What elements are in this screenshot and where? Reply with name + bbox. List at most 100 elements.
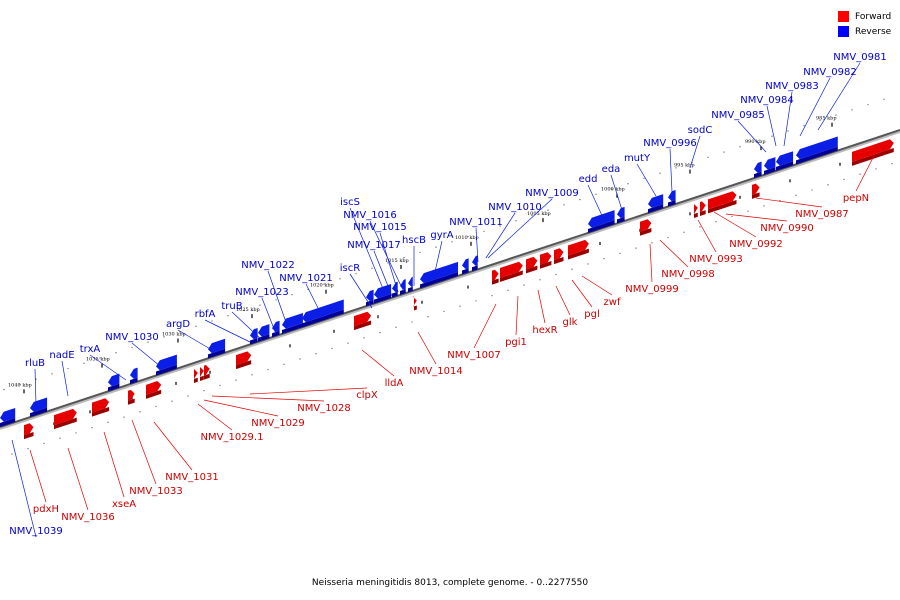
scale-dot [363, 337, 365, 339]
reverse-gene-label: NMV_1017 [347, 240, 400, 251]
reverse-gene-label: NMV_1016 [343, 210, 396, 221]
reverse-gene-label: NMV_1023 [235, 287, 288, 298]
gene-shadow [764, 167, 776, 175]
scale-dot [219, 384, 221, 387]
scale-dot [235, 379, 237, 381]
gene-shadow [400, 289, 406, 295]
scale-dot [99, 357, 101, 359]
scale-dot [507, 289, 509, 292]
forward-leader [725, 213, 788, 222]
reverse-leader [131, 342, 161, 367]
kbp-label: 1020 kbp [310, 283, 334, 289]
scale-dot [107, 421, 109, 424]
forward-gene-label: NMV_1033 [129, 486, 182, 497]
reverse-gene-label: NMV_0984 [740, 95, 793, 106]
scale-dot [299, 358, 301, 360]
gene-shadow [258, 334, 270, 342]
reverse-gene-label: nadE [49, 350, 74, 361]
kbp-label: 995 kbp [674, 163, 695, 169]
reverse-leader [261, 297, 277, 335]
forward-swatch [838, 11, 849, 22]
kbp-label: 1035 kbp [86, 357, 110, 363]
forward-leader [581, 275, 613, 296]
scale-dots [3, 98, 893, 455]
reverse-gene [420, 261, 458, 284]
axis-shadow [0, 131, 900, 430]
scale-dot [883, 98, 885, 100]
forward-leader [361, 349, 395, 377]
gene-shadow [414, 305, 417, 311]
reverse-leader [636, 163, 657, 197]
gene-shadow [130, 377, 138, 385]
forward-gene [24, 423, 34, 436]
scale-dot [427, 316, 429, 318]
reverse-gene [130, 367, 138, 379]
scale-dot [811, 189, 813, 191]
reverse-gene [648, 194, 664, 208]
forward-leader [697, 219, 717, 253]
reverse-gene-label: NMV_0981 [833, 52, 886, 63]
reverse-gene [588, 210, 615, 228]
forward-gene-label: pgl [584, 309, 599, 320]
label-leaders [11, 62, 879, 538]
gene-shadow [392, 291, 398, 298]
gene-shadow [194, 377, 198, 383]
gene-shadow [0, 417, 16, 427]
reverse-gene [0, 407, 16, 422]
forward-gene [194, 368, 198, 379]
forward-leader [203, 399, 279, 417]
reverse-gene-label: NMV_1021 [279, 273, 332, 284]
kbp-label: 990 kbp [745, 139, 766, 145]
scale-dot [195, 325, 197, 328]
gene-shadow [366, 299, 374, 307]
scale-dot [283, 363, 285, 365]
scale-dot [835, 114, 837, 116]
forward-leader [67, 447, 89, 511]
gene-shadow [146, 389, 162, 399]
reverse-gene [408, 276, 413, 288]
scale-dot [155, 405, 157, 408]
reverse-gene [754, 161, 762, 173]
forward-gene-label: hexR [532, 325, 557, 336]
forward-gene-label: NMV_1036 [61, 512, 114, 523]
gene-shadow [526, 265, 538, 274]
gene-shadow [752, 192, 760, 199]
scale-dot [595, 193, 597, 196]
reverse-gene [462, 258, 469, 270]
gene-shadow [156, 364, 177, 376]
scale-dot [187, 395, 189, 397]
forward-gene-label: NMV_1007 [447, 350, 500, 361]
reverse-leader [487, 198, 553, 259]
scale-dot [739, 146, 741, 148]
kbp-label: 985 kbp [816, 116, 837, 122]
scale-dot [3, 388, 5, 391]
scale-dot [555, 273, 557, 276]
forward-leader [649, 243, 653, 283]
scale-dot [667, 236, 669, 239]
scale-dot [819, 119, 821, 122]
gene-shadow [648, 204, 664, 214]
scale-dot [515, 220, 517, 222]
scale-dot [347, 342, 349, 344]
scale-dot [35, 378, 37, 380]
reverse-leader [610, 174, 623, 211]
scale-dot [395, 326, 397, 329]
forward-leader [713, 211, 757, 238]
scale-dot [683, 231, 685, 233]
reverse-leader [349, 273, 373, 309]
reverse-gene-label: edd [579, 174, 598, 185]
scale-dot [251, 374, 253, 376]
scale-dot [611, 188, 613, 190]
reverse-gene-label: NMV_1010 [488, 202, 541, 213]
scale-dot [635, 247, 637, 249]
forward-leader [515, 295, 519, 336]
gene-shadow [30, 407, 48, 418]
reverse-gene-label: gyrA [430, 230, 453, 241]
forward-gene-label: NMV_1028 [297, 403, 350, 414]
forward-gene [640, 219, 652, 232]
reverse-gene-label: rbfA [195, 309, 216, 320]
scale-dot [67, 367, 69, 370]
scale-dot [411, 321, 413, 323]
reverse-leader [799, 77, 831, 137]
